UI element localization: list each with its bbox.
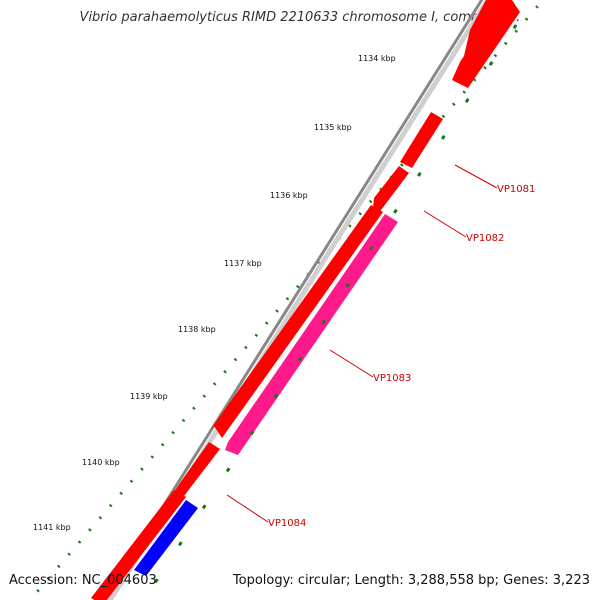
gene-arrow[interactable] <box>91 490 186 600</box>
accession-text: Accession: NC_004603 <box>9 573 157 588</box>
tick-label: 1138 kbp <box>178 325 216 334</box>
tick-label: 1139 kbp <box>130 392 168 401</box>
map-title: Vibrio parahaemolyticus RIMD 2210633 chr… <box>79 10 521 25</box>
gene-arrow[interactable] <box>210 205 383 438</box>
leader-vp1083 <box>329 349 374 378</box>
tick-label: 1136 kbp <box>270 191 308 200</box>
tick-label: 1134 kbp <box>358 54 396 63</box>
gene-arrow-blue[interactable] <box>134 500 198 576</box>
leader-vp1082 <box>423 210 467 238</box>
leader-vp1084 <box>226 494 269 523</box>
scale-arc <box>28 0 545 600</box>
tick-label: 1135 kbp <box>314 123 352 132</box>
gene-arrow[interactable] <box>400 112 443 168</box>
gene-label-vp1083[interactable]: VP1083 <box>373 373 411 384</box>
gene-arrow[interactable] <box>373 166 409 214</box>
gene-label-vp1081[interactable]: VP1081 <box>497 184 535 195</box>
tick-label: 1140 kbp <box>82 458 120 467</box>
tick-label: 1137 kbp <box>224 259 262 268</box>
gene-arrow[interactable] <box>452 0 520 88</box>
gene-arrow-vp1083[interactable] <box>225 214 398 455</box>
gene-label-vp1082[interactable]: VP1082 <box>466 233 504 244</box>
gene-arrow[interactable] <box>174 442 220 496</box>
leader-vp1081 <box>454 164 498 189</box>
tick-label: 1141 kbp <box>33 523 71 532</box>
gene-label-vp1084[interactable]: VP1084 <box>268 518 306 529</box>
topology-summary: Topology: circular; Length: 3,288,558 bp… <box>232 573 590 588</box>
